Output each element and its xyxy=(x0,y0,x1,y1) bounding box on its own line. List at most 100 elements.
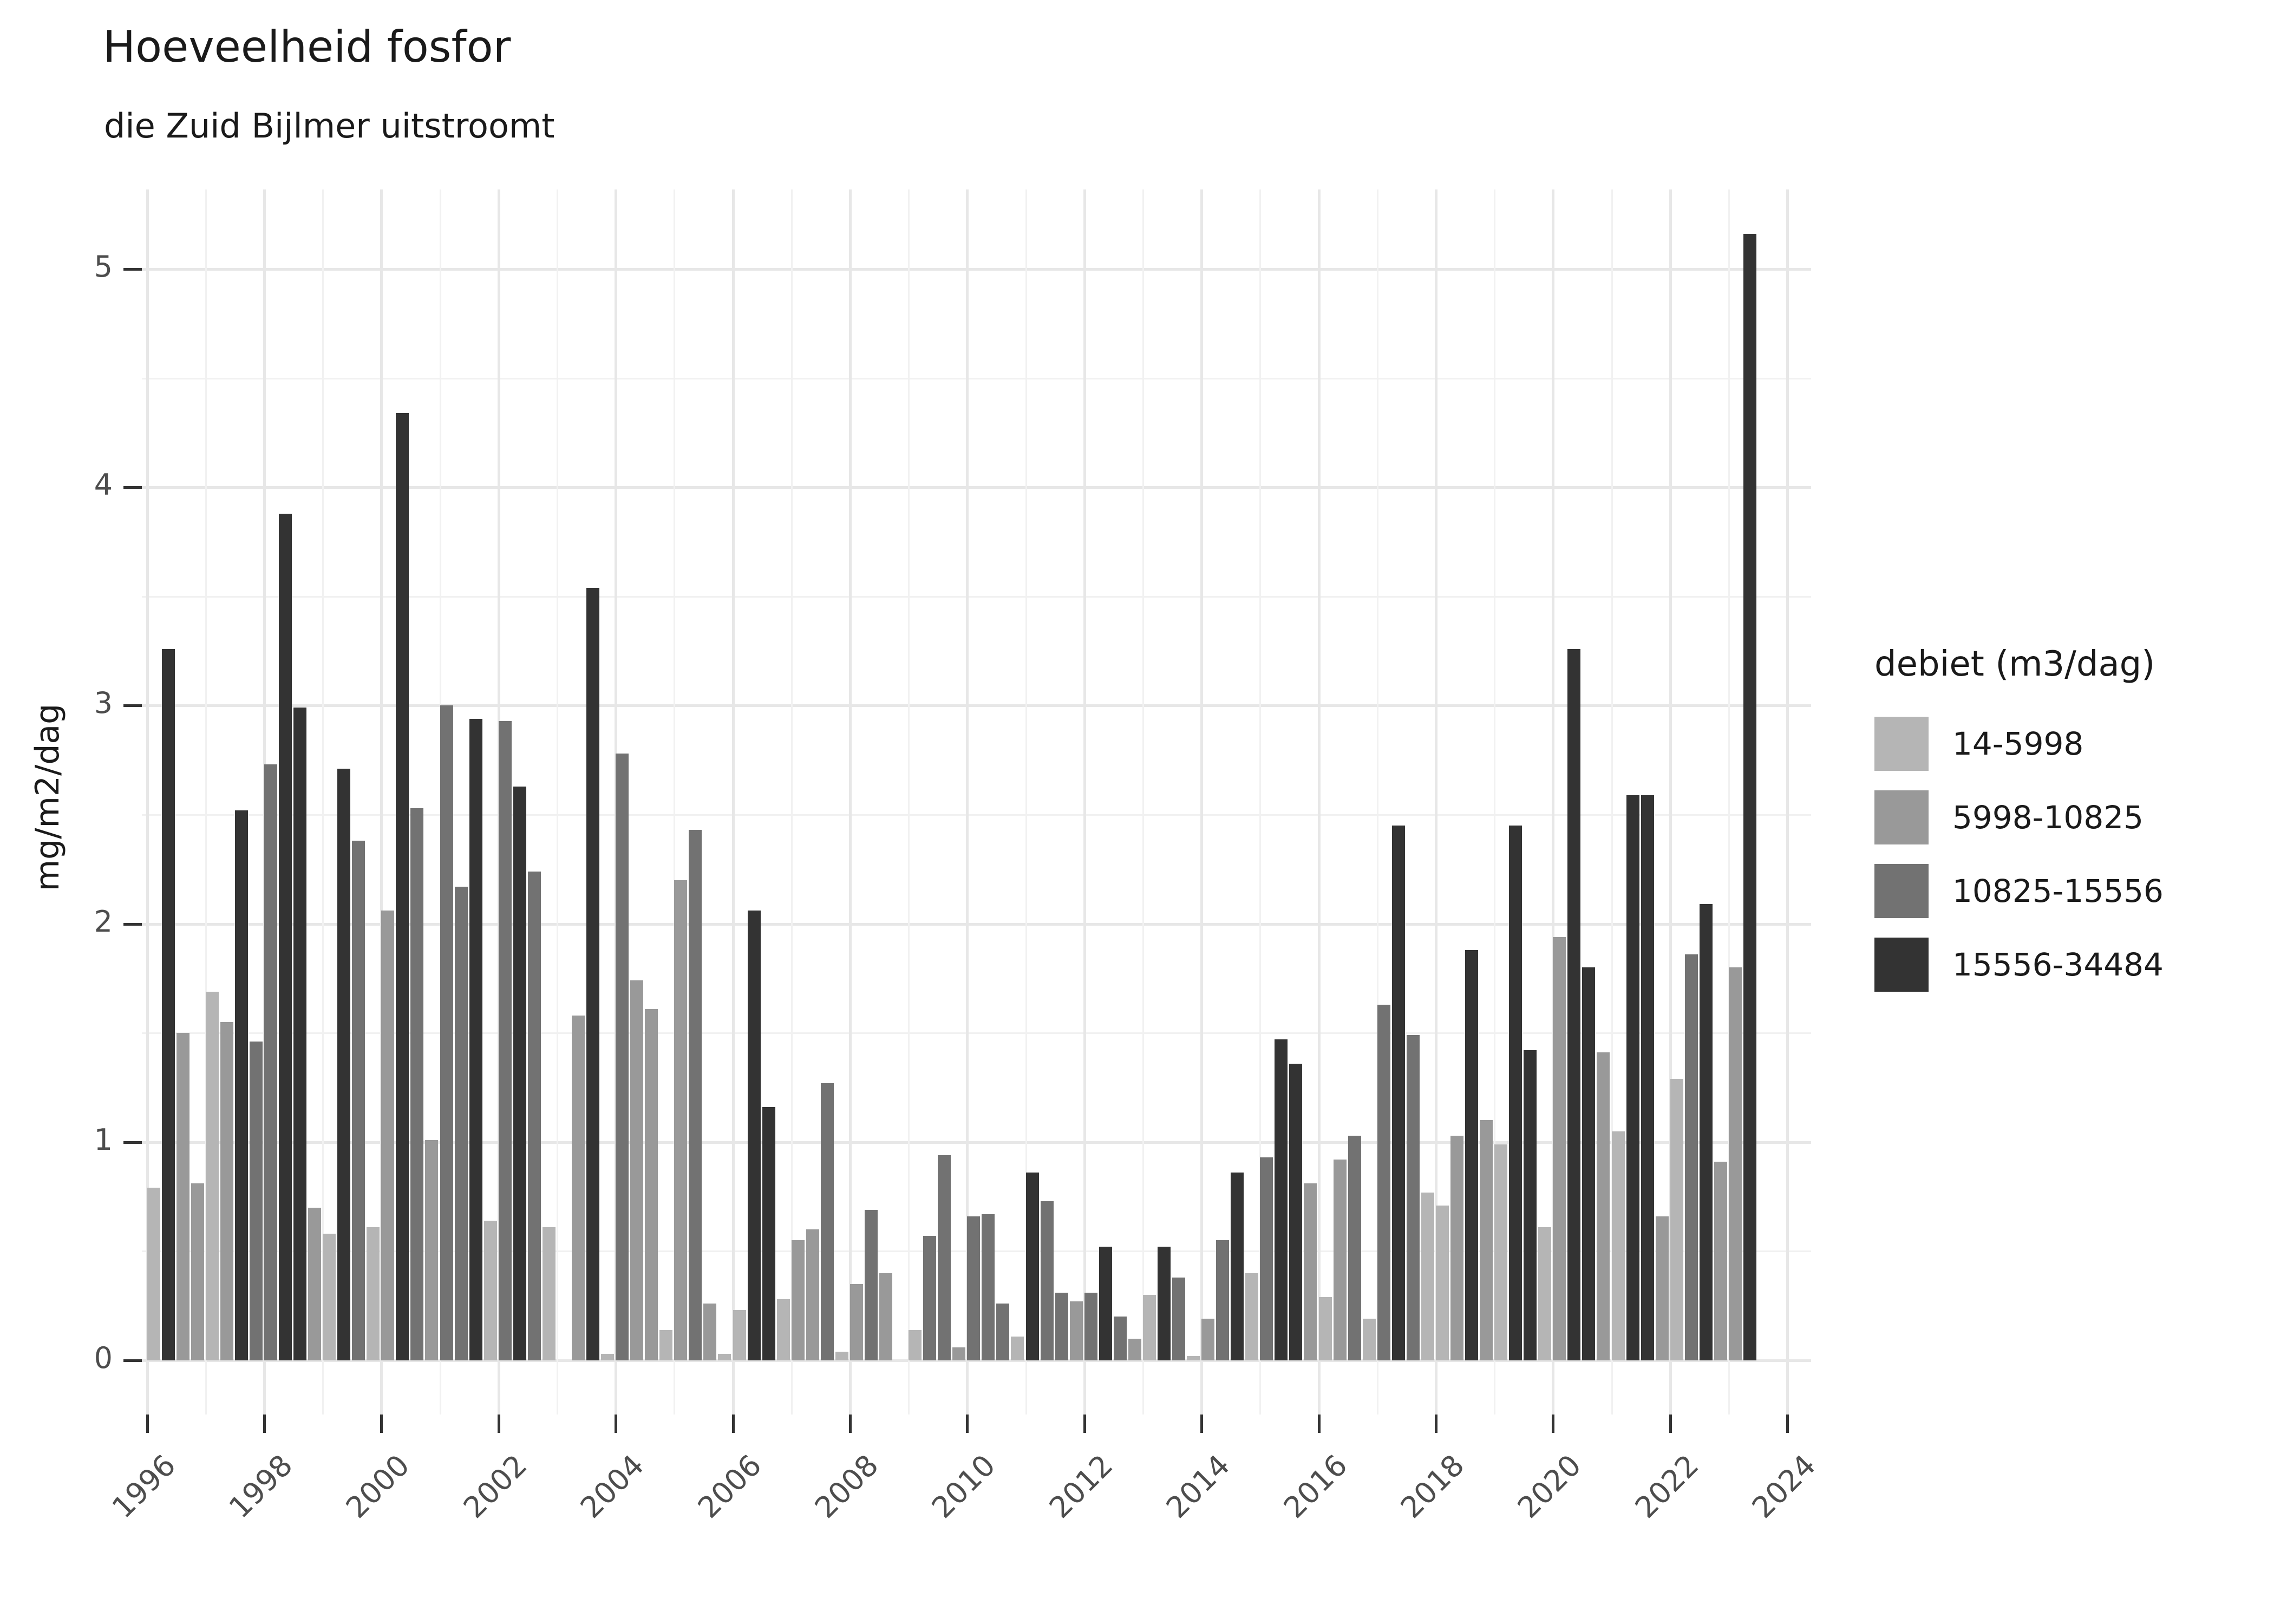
bar-2004Q1 xyxy=(616,754,629,1360)
bar-2009Q1 xyxy=(909,1330,922,1360)
x-tick-label: 1998 xyxy=(222,1448,299,1525)
bar-2021Q2 xyxy=(1626,795,1639,1360)
bar-2019Q4 xyxy=(1538,1227,1552,1360)
x-axis-tick xyxy=(1669,1415,1672,1433)
x-axis-tick xyxy=(966,1415,969,1433)
bar-1999Q2 xyxy=(337,769,351,1360)
gridline-y-major xyxy=(142,268,1811,271)
gridline-y-major xyxy=(142,1359,1811,1362)
gridline-x-minor xyxy=(1259,189,1262,1415)
bar-2010Q3 xyxy=(996,1304,1010,1360)
y-tick-label: 4 xyxy=(94,468,113,502)
bar-2003Q4 xyxy=(601,1353,615,1360)
x-tick-label: 2002 xyxy=(456,1448,534,1525)
legend-swatch-10825-15556 xyxy=(1874,864,1929,918)
gridline-x-minor xyxy=(1611,189,1613,1415)
gridline-x-minor xyxy=(1728,189,1730,1415)
y-axis-tick xyxy=(123,1359,142,1362)
x-tick-label: 2000 xyxy=(339,1448,416,1525)
bar-2002Q2 xyxy=(513,786,526,1360)
bar-2015Q3 xyxy=(1289,1063,1303,1360)
x-tick-label: 2006 xyxy=(691,1448,768,1525)
y-tick-label: 2 xyxy=(94,904,113,939)
legend-label: 14-5998 xyxy=(1952,725,2084,762)
legend-items: 14-5998 5998-10825 10825-15556 15556-34484 xyxy=(1874,717,2164,992)
x-axis-tick xyxy=(731,1415,735,1433)
y-tick-label: 5 xyxy=(94,250,113,284)
x-axis-tick xyxy=(1200,1415,1204,1433)
bar-2014Q4 xyxy=(1245,1273,1259,1360)
bar-2006Q3 xyxy=(762,1107,775,1360)
bar-2020Q4 xyxy=(1597,1052,1610,1360)
bar-2004Q3 xyxy=(645,1009,658,1360)
bar-2005Q4 xyxy=(718,1353,731,1360)
x-tick-label: 2010 xyxy=(925,1448,1002,1525)
bar-2010Q4 xyxy=(1011,1336,1024,1360)
bar-2006Q4 xyxy=(776,1299,790,1360)
y-tick-label: 0 xyxy=(94,1341,113,1375)
x-axis-tick xyxy=(263,1415,266,1433)
gridline-x-major xyxy=(966,189,969,1415)
bar-2017Q4 xyxy=(1421,1192,1434,1360)
bar-2021Q4 xyxy=(1655,1216,1669,1360)
bar-2021Q1 xyxy=(1611,1131,1625,1360)
bar-2012Q2 xyxy=(1099,1247,1112,1360)
legend-label: 5998-10825 xyxy=(1952,799,2144,836)
legend-label: 10825-15556 xyxy=(1952,873,2164,909)
bar-2015Q2 xyxy=(1275,1039,1288,1360)
gridline-x-major xyxy=(1552,189,1555,1415)
bar-2008Q1 xyxy=(850,1284,863,1360)
chart-subtitle: die Zuid Bijlmer uitstroomt xyxy=(104,106,555,146)
bar-2000Q4 xyxy=(425,1140,439,1360)
bar-2022Q1 xyxy=(1670,1078,1683,1360)
bar-1997Q2 xyxy=(220,1022,233,1360)
bar-2019Q1 xyxy=(1494,1144,1508,1360)
bar-2023Q2 xyxy=(1743,234,1756,1360)
y-axis-tick xyxy=(123,486,142,489)
bar-2014Q3 xyxy=(1231,1173,1244,1360)
y-axis-tick xyxy=(123,704,142,708)
y-axis-title: mg/m2/dag xyxy=(29,703,67,892)
x-axis-tick xyxy=(146,1415,149,1433)
x-axis-tick xyxy=(380,1415,383,1433)
gridline-x-major xyxy=(380,189,383,1415)
bar-2017Q2 xyxy=(1391,826,1405,1360)
x-tick-label: 2014 xyxy=(1159,1448,1237,1525)
bar-2017Q1 xyxy=(1377,1004,1390,1360)
gridline-x-minor xyxy=(1025,189,1027,1415)
legend: debiet (m3/dag) 14-5998 5998-10825 10825-1… xyxy=(1874,644,2164,1011)
bar-1998Q2 xyxy=(278,513,292,1360)
bar-2021Q3 xyxy=(1641,795,1654,1360)
bar-2014Q2 xyxy=(1216,1240,1230,1360)
bar-2002Q1 xyxy=(498,721,512,1360)
x-tick-label: 2024 xyxy=(1745,1448,1822,1525)
bar-1999Q4 xyxy=(367,1227,380,1360)
legend-label: 15556-34484 xyxy=(1952,946,2164,983)
x-tick-label: 2022 xyxy=(1628,1448,1706,1525)
bar-2007Q2 xyxy=(806,1229,819,1360)
legend-item: 10825-15556 xyxy=(1874,864,2164,918)
x-axis-tick xyxy=(1434,1415,1437,1433)
x-axis-tick xyxy=(615,1415,618,1433)
bar-2004Q2 xyxy=(630,980,644,1360)
x-axis-tick xyxy=(848,1415,852,1433)
bar-2007Q1 xyxy=(791,1240,805,1360)
bar-2018Q2 xyxy=(1450,1135,1463,1360)
gridline-x-minor xyxy=(674,189,676,1415)
bar-2000Q3 xyxy=(410,808,424,1360)
x-axis-tick xyxy=(1786,1415,1789,1433)
bar-2001Q3 xyxy=(469,718,482,1360)
x-axis-tick xyxy=(497,1415,500,1433)
bar-2009Q3 xyxy=(938,1155,951,1360)
bar-2017Q3 xyxy=(1406,1035,1420,1360)
x-tick-label: 1996 xyxy=(105,1448,182,1525)
bar-2014Q1 xyxy=(1201,1319,1215,1360)
x-tick-label: 2012 xyxy=(1042,1448,1120,1525)
bar-2016Q2 xyxy=(1333,1160,1347,1360)
bar-1997Q1 xyxy=(205,991,219,1360)
bar-2011Q2 xyxy=(1040,1201,1054,1360)
legend-item: 15556-34484 xyxy=(1874,938,2164,992)
bar-2001Q1 xyxy=(440,705,453,1360)
bar-1998Q3 xyxy=(293,708,306,1360)
